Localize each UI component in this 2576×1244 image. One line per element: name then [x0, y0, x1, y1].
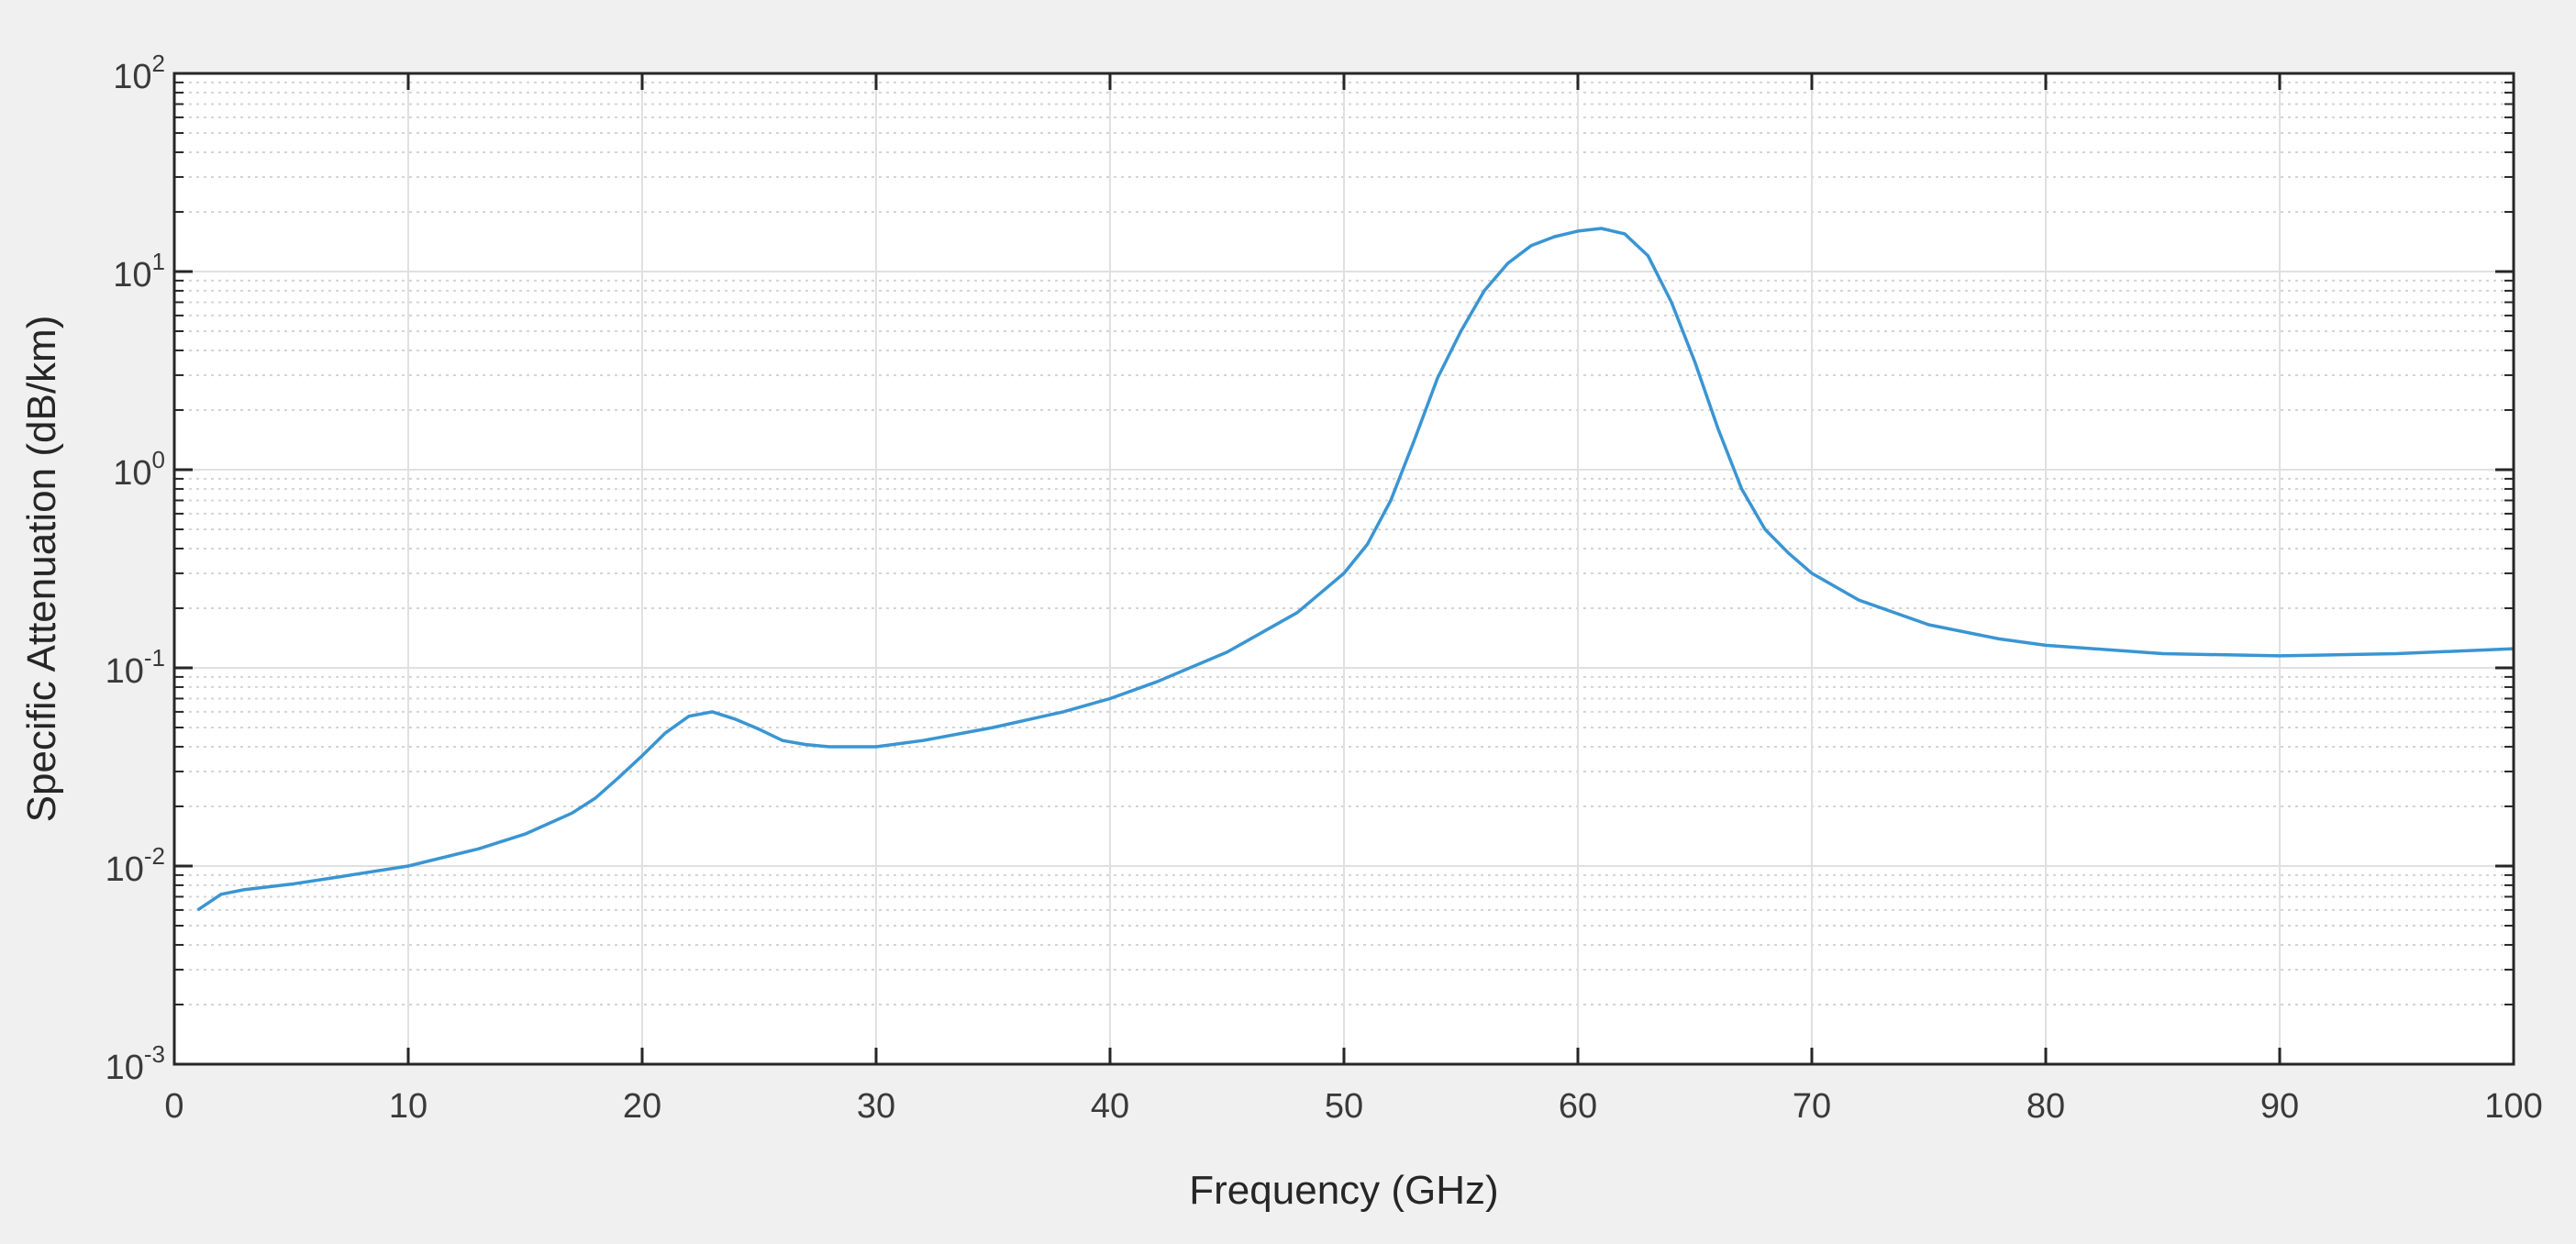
tick-marks	[172, 72, 2515, 1066]
attenuation-series-line	[196, 227, 2515, 912]
y-tick-label: 10-1	[105, 644, 165, 691]
x-tick-label: 60	[1559, 1087, 1597, 1126]
x-tick-label: 80	[2026, 1087, 2065, 1126]
x-tick-label: 100	[2484, 1087, 2542, 1126]
x-tick-label: 30	[857, 1087, 895, 1126]
x-tick-label: 70	[1793, 1087, 1831, 1126]
x-tick-labels: 0 10 20 30 40 50 60 70 80 90 100	[164, 1087, 2542, 1126]
x-tick-label: 50	[1325, 1087, 1363, 1126]
x-tick-label: 10	[389, 1087, 427, 1126]
y-tick-label: 101	[113, 248, 165, 294]
series-layer	[196, 227, 2515, 912]
x-tick-label: 90	[2260, 1087, 2299, 1126]
x-axis-label: Frequency (GHz)	[1189, 1168, 1498, 1213]
y-axis-label: Specific Attenuation (dB/km)	[19, 316, 64, 823]
x-tick-label: 0	[164, 1087, 183, 1126]
x-tick-label: 40	[1091, 1087, 1129, 1126]
y-tick-label: 10-3	[105, 1040, 165, 1087]
y-tick-label: 10-2	[105, 842, 165, 889]
y-tick-label: 102	[113, 50, 165, 96]
y-tick-labels: 10-3 10-2 10-1 100 101 102	[105, 50, 165, 1087]
x-tick-label: 20	[623, 1087, 661, 1126]
y-tick-label: 100	[113, 446, 165, 493]
